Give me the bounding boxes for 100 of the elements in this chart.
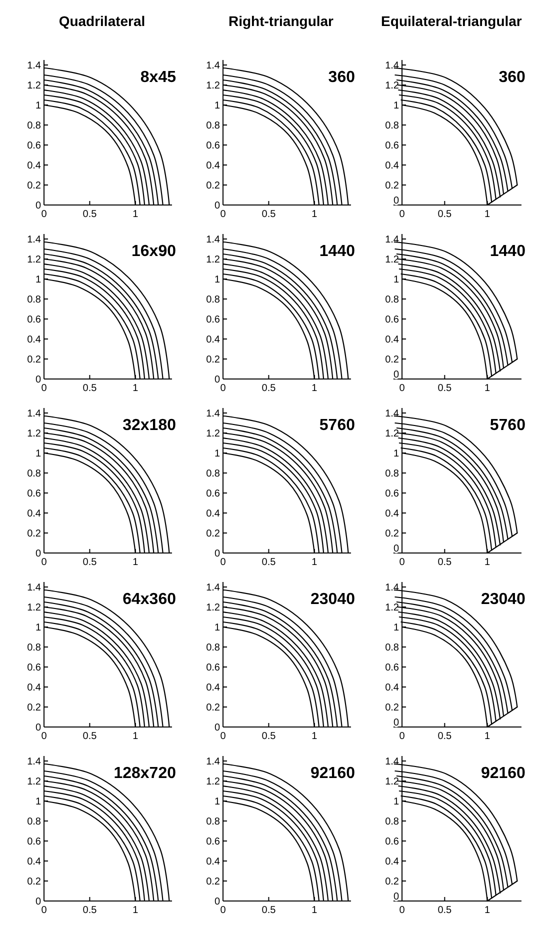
y-tick-label: 1.4 bbox=[27, 234, 42, 246]
y-tick-label: 0.8 bbox=[385, 642, 400, 654]
x-tick-label: 0.5 bbox=[262, 383, 276, 394]
y-tick-label: 0.6 bbox=[27, 488, 42, 500]
y-tick-label: 0 bbox=[393, 544, 400, 554]
y-tick-label: 0.4 bbox=[27, 682, 42, 694]
y-tick-label: 1.2 bbox=[27, 80, 42, 92]
y-tick-label: 0.6 bbox=[206, 140, 220, 152]
y-tick-label: 1.4 bbox=[27, 756, 42, 768]
y-tick-label: 0 bbox=[214, 722, 220, 734]
y-tick-label: 0.4 bbox=[385, 160, 400, 172]
x-tick-label: 0.5 bbox=[262, 209, 276, 220]
y-tick-label: 0 bbox=[214, 548, 220, 560]
y-tick-label: 0.4 bbox=[27, 334, 42, 346]
x-tick-label: 0.5 bbox=[82, 383, 98, 394]
y-tick-label: 0.8 bbox=[385, 120, 400, 132]
y-tick-label: 1.2 bbox=[27, 428, 42, 440]
y-tick-label: 0 bbox=[393, 196, 400, 206]
y-tick-label: 0.6 bbox=[206, 488, 220, 500]
y-tick-label: 1.4 bbox=[27, 408, 42, 420]
y-tick-label: 0.6 bbox=[385, 140, 400, 152]
y-tick-label: 1.4 bbox=[385, 408, 400, 420]
y-tick-label: 0.8 bbox=[206, 120, 220, 132]
y-tick-label: 0.8 bbox=[27, 120, 42, 132]
y-tick-label: 1.2 bbox=[27, 254, 42, 266]
y-tick-label: 0 bbox=[214, 896, 220, 908]
y-tick-label: 0.8 bbox=[27, 294, 42, 306]
y-tick-label: 0.4 bbox=[385, 682, 400, 694]
y-tick-label: 0 bbox=[35, 374, 42, 386]
y-tick-label: 0.8 bbox=[206, 642, 220, 654]
x-tick-label: 1 bbox=[484, 383, 491, 394]
annotation: 23040 bbox=[480, 591, 526, 608]
annotation: 92160 bbox=[480, 765, 526, 782]
y-tick-label: 0.8 bbox=[385, 816, 400, 828]
annotation: 1440 bbox=[319, 243, 356, 260]
annotation: 360 bbox=[328, 69, 356, 86]
y-tick-label: 1.2 bbox=[385, 776, 400, 788]
y-tick-label: 0.4 bbox=[385, 334, 400, 346]
y-tick-label: 1.4 bbox=[385, 60, 400, 72]
y-tick-label: 1 bbox=[214, 448, 220, 460]
x-tick-label: 0.5 bbox=[262, 557, 276, 568]
y-tick-label: 1 bbox=[35, 796, 42, 808]
y-tick-label: 1.4 bbox=[27, 60, 42, 72]
y-tick-label: 0.6 bbox=[385, 314, 400, 326]
y-tick-label: 0.2 bbox=[385, 876, 400, 888]
y-tick-label: 1.2 bbox=[206, 428, 220, 440]
y-tick-label: 0.2 bbox=[385, 180, 400, 192]
y-tick-label: 0.2 bbox=[27, 702, 42, 714]
y-tick-label: 1 bbox=[393, 622, 400, 634]
y-tick-label: 0.6 bbox=[27, 140, 42, 152]
y-tick-label: 1.4 bbox=[385, 582, 400, 594]
x-tick-label: 0.5 bbox=[438, 383, 452, 394]
x-tick-label: 1 bbox=[132, 209, 139, 220]
x-tick-label: 1 bbox=[484, 905, 491, 916]
y-tick-label: 0.8 bbox=[27, 816, 42, 828]
y-tick-label: 0 bbox=[35, 548, 42, 560]
y-tick-label: 1 bbox=[393, 796, 400, 808]
x-tick-label: 0.5 bbox=[438, 905, 452, 916]
y-tick-label: 0 bbox=[393, 718, 400, 728]
y-tick-label: 0 bbox=[35, 896, 42, 908]
x-tick-label: 0.5 bbox=[82, 209, 98, 220]
y-tick-label: 0.4 bbox=[385, 856, 400, 868]
y-tick-label: 0 bbox=[393, 892, 400, 902]
y-tick-label: 1 bbox=[214, 274, 220, 286]
y-tick-label: 1 bbox=[393, 448, 400, 460]
x-tick-label: 0.5 bbox=[262, 731, 276, 742]
annotation: 8x45 bbox=[140, 69, 176, 86]
y-tick-label: 0.6 bbox=[27, 314, 42, 326]
y-tick-label: 1 bbox=[214, 100, 220, 112]
y-tick-label: 0.2 bbox=[27, 354, 42, 366]
y-tick-label: 0.6 bbox=[385, 662, 400, 674]
y-tick-label: 0.6 bbox=[385, 836, 400, 848]
x-tick-label: 1 bbox=[312, 557, 318, 568]
y-tick-label: 0.2 bbox=[206, 354, 220, 366]
y-tick-label: 0.4 bbox=[27, 508, 42, 520]
chart-title: Right-triangular bbox=[228, 13, 334, 29]
y-tick-label: 1 bbox=[393, 100, 400, 112]
y-tick-label: 0.4 bbox=[27, 856, 42, 868]
y-tick-label: 0.4 bbox=[206, 160, 220, 172]
chart-title: Equilateral-triangular bbox=[381, 13, 522, 29]
x-tick-label: 0.5 bbox=[438, 557, 452, 568]
x-tick-label: 0.5 bbox=[438, 209, 452, 220]
x-tick-label: 1 bbox=[132, 557, 139, 568]
x-tick-label: 1 bbox=[132, 383, 139, 394]
x-tick-label: 0.5 bbox=[82, 557, 98, 568]
y-tick-label: 0.2 bbox=[206, 876, 220, 888]
annotation: 23040 bbox=[310, 591, 356, 608]
y-tick-label: 0.8 bbox=[385, 294, 400, 306]
annotation: 92160 bbox=[310, 765, 356, 782]
x-tick-label: 1 bbox=[312, 383, 318, 394]
y-tick-label: 0.2 bbox=[27, 876, 42, 888]
annotation: 1440 bbox=[490, 243, 526, 260]
y-tick-label: 0.2 bbox=[385, 702, 400, 714]
x-tick-label: 0.5 bbox=[262, 905, 276, 916]
y-tick-label: 0.8 bbox=[27, 642, 42, 654]
y-tick-label: 0.8 bbox=[206, 294, 220, 306]
y-tick-label: 0 bbox=[35, 200, 42, 212]
y-tick-label: 1.2 bbox=[206, 602, 220, 614]
x-tick-label: 1 bbox=[484, 209, 491, 220]
x-tick-label: 0.5 bbox=[82, 905, 98, 916]
